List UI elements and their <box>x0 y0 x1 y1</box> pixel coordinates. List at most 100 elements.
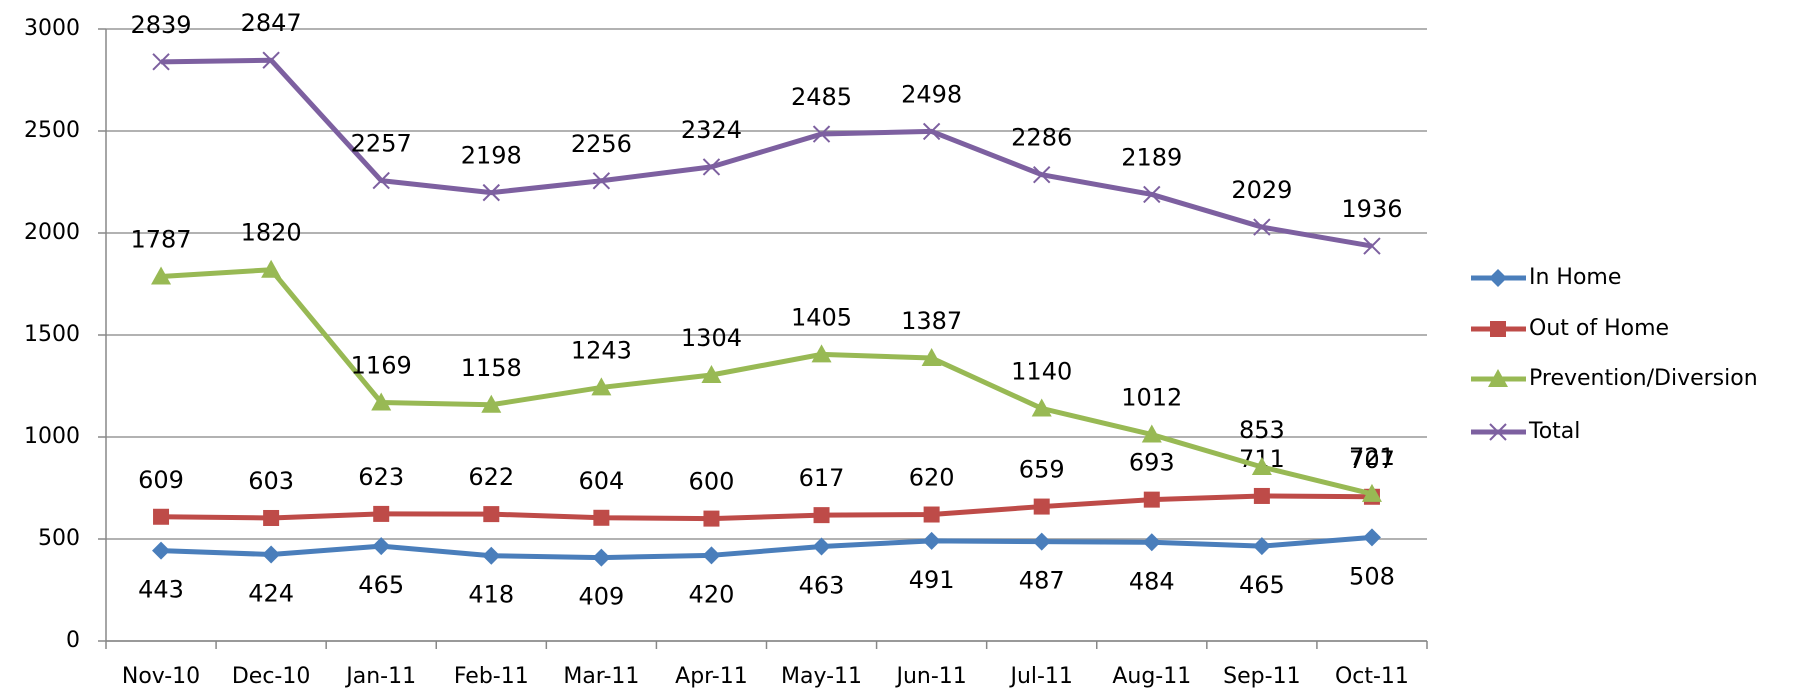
marker <box>481 394 502 413</box>
data-label: 2839 <box>131 11 192 39</box>
marker <box>591 377 612 396</box>
x-tick-label: Jun-11 <box>894 664 966 689</box>
marker <box>592 172 611 190</box>
data-label: 2198 <box>461 142 522 170</box>
y-tick-label: 3000 <box>24 16 80 41</box>
x-tick-label: Oct-11 <box>1335 664 1409 689</box>
x-tick-label: Nov-10 <box>122 664 200 689</box>
marker <box>1031 398 1052 417</box>
marker <box>371 392 392 411</box>
marker <box>701 364 722 383</box>
marker <box>702 158 721 176</box>
series-line <box>160 534 1373 561</box>
y-tick-label: 2000 <box>24 220 80 245</box>
marker <box>482 183 500 202</box>
marker <box>373 505 390 522</box>
marker <box>593 509 610 526</box>
x-tick-label: Jul-11 <box>1008 664 1072 689</box>
marker <box>922 122 941 141</box>
marker <box>1142 533 1161 552</box>
series-line <box>161 57 1373 249</box>
marker <box>703 510 720 527</box>
data-label: 600 <box>689 468 735 496</box>
marker <box>923 506 940 523</box>
x-tick-label: May-11 <box>781 664 862 689</box>
data-label: 1158 <box>461 354 522 382</box>
marker <box>261 259 282 278</box>
data-label: 1304 <box>681 324 742 352</box>
data-label: 603 <box>248 467 294 495</box>
data-label: 853 <box>1239 416 1285 444</box>
data-label: 2286 <box>1011 124 1072 152</box>
series-line <box>160 267 1373 497</box>
data-label: 2257 <box>351 130 412 158</box>
x-tick-label: Dec-10 <box>232 664 311 689</box>
data-label: 2029 <box>1231 176 1292 204</box>
data-label: 2256 <box>571 130 632 158</box>
data-label: 465 <box>358 571 404 599</box>
marker <box>811 344 832 363</box>
marker <box>483 506 500 523</box>
data-label: 409 <box>578 583 624 611</box>
legend-label: Prevention/Diversion <box>1529 366 1758 391</box>
marker <box>262 545 281 564</box>
data-label: 424 <box>248 580 294 608</box>
marker <box>1141 424 1162 443</box>
data-label: 617 <box>799 464 845 492</box>
marker <box>1253 218 1271 236</box>
x-tick-label: Feb-11 <box>454 664 529 689</box>
data-label: 623 <box>358 463 404 491</box>
marker <box>1252 537 1271 556</box>
data-label: 2498 <box>901 80 962 108</box>
data-label: 1243 <box>571 336 632 364</box>
data-label: 2189 <box>1121 143 1182 171</box>
x-tick-label: Sep-11 <box>1223 664 1300 689</box>
data-label: 420 <box>689 580 735 608</box>
y-tick-label: 2500 <box>24 118 80 143</box>
x-tick-label: Apr-11 <box>675 664 748 689</box>
y-tick-label: 0 <box>66 628 80 653</box>
marker <box>922 531 941 550</box>
data-label: 2485 <box>791 83 852 111</box>
data-label: 2847 <box>241 9 302 37</box>
marker <box>1033 165 1051 184</box>
data-label: 659 <box>1019 456 1065 484</box>
marker <box>151 266 172 285</box>
data-label: 1387 <box>901 307 962 335</box>
marker <box>1032 532 1051 551</box>
data-label: 693 <box>1129 449 1175 477</box>
data-label: 622 <box>468 463 514 491</box>
marker <box>372 171 390 190</box>
marker <box>1362 528 1381 547</box>
legend-label: Total <box>1528 419 1580 444</box>
y-tick-label: 1500 <box>24 322 80 347</box>
y-tick-label: 500 <box>38 526 80 551</box>
marker <box>1253 487 1270 504</box>
data-label: 1169 <box>351 352 412 380</box>
marker <box>482 546 501 565</box>
data-label: 1936 <box>1341 195 1402 223</box>
marker <box>812 125 831 143</box>
legend-label: Out of Home <box>1529 316 1669 341</box>
y-tick-label: 1000 <box>24 424 80 449</box>
marker <box>153 508 170 525</box>
legend-label: In Home <box>1529 265 1621 290</box>
data-label: 707 <box>1349 446 1395 474</box>
marker <box>1490 321 1506 337</box>
data-label: 604 <box>578 467 624 495</box>
data-label: 418 <box>468 581 514 609</box>
marker <box>1489 423 1507 441</box>
data-label: 487 <box>1019 567 1065 595</box>
data-label: 2324 <box>681 116 742 144</box>
marker <box>1489 269 1507 287</box>
marker <box>152 53 170 71</box>
marker <box>372 537 391 556</box>
marker <box>263 509 280 526</box>
marker <box>1488 369 1508 387</box>
marker <box>1143 185 1161 204</box>
data-label: 465 <box>1239 571 1285 599</box>
marker <box>921 348 942 367</box>
marker <box>702 546 721 565</box>
marker <box>1363 237 1381 255</box>
